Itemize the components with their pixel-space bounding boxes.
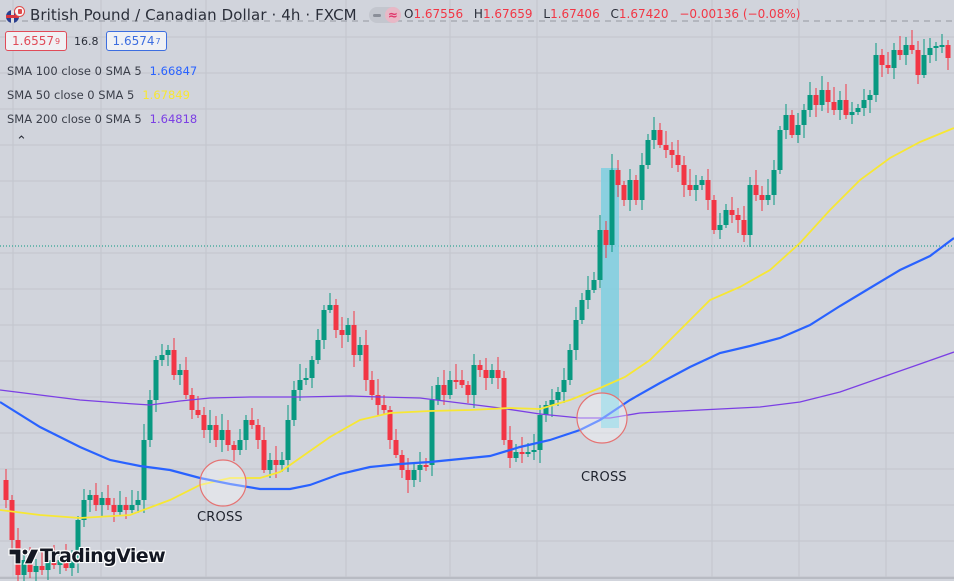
symbol-title[interactable]: British Pound / Canadian Dollar · 4h · F… [30, 6, 357, 24]
buy-button[interactable]: 1.6574 7 [105, 31, 167, 51]
buy-price: 1.6574 [112, 34, 155, 48]
indicator-value: 1.64818 [149, 112, 198, 126]
indicator-sma-200[interactable]: SMA 200 close 0 SMA 5 1.64818 [7, 112, 197, 126]
trade-prices: 1.6557 9 16.8 1.6574 7 [5, 31, 167, 51]
open-value: 1.67556 [413, 7, 464, 21]
indicator-sma-100[interactable]: SMA 100 close 0 SMA 5 1.66847 [7, 64, 197, 78]
visibility-toggle[interactable]: ≈ [368, 7, 401, 23]
minus-icon[interactable] [369, 7, 385, 23]
high-label: H [473, 7, 483, 21]
gbp-cad-flags-icon [6, 6, 26, 24]
indicator-value: 1.67849 [142, 88, 190, 102]
close-label: C [610, 7, 619, 21]
chevron-up-icon[interactable]: ⌃ [16, 134, 27, 149]
sell-price: 1.6557 [12, 34, 54, 48]
low-label: L [543, 7, 551, 21]
sell-button[interactable]: 1.6557 9 [5, 31, 67, 51]
close-value: 1.67420 [618, 7, 669, 21]
cross-markers [199, 392, 628, 507]
open-label: O [404, 7, 414, 21]
candlestick-series [3, 30, 951, 581]
indicator-label: SMA 50 close 0 SMA 5 [7, 88, 135, 102]
ohlc-values: O1.67556 H1.67659 L1.67406 C1.67420 −0.0… [404, 7, 800, 21]
indicator-sma-50[interactable]: SMA 50 close 0 SMA 5 1.67849 [7, 88, 190, 102]
approx-icon[interactable]: ≈ [384, 7, 401, 23]
sell-price-pip: 9 [55, 36, 61, 46]
tradingview-logo-icon [8, 548, 40, 565]
indicator-label: SMA 100 close 0 SMA 5 [7, 64, 142, 78]
indicator-value: 1.66847 [149, 64, 198, 78]
indicator-label: SMA 200 close 0 SMA 5 [7, 112, 142, 126]
sma-100-line[interactable] [0, 237, 954, 491]
tradingview-logo[interactable]: TradingView [8, 545, 166, 567]
tradingview-logo-text: TradingView [40, 545, 166, 567]
change-value: −0.00136 (−0.08%) [679, 7, 801, 21]
high-value: 1.67659 [482, 7, 533, 21]
sma-200-line[interactable] [0, 351, 954, 419]
spread-value: 16.8 [74, 34, 99, 48]
low-value: 1.67406 [550, 7, 600, 21]
symbol-header[interactable]: British Pound / Canadian Dollar · 4h · F… [6, 5, 401, 25]
buy-price-pip: 7 [155, 36, 161, 46]
